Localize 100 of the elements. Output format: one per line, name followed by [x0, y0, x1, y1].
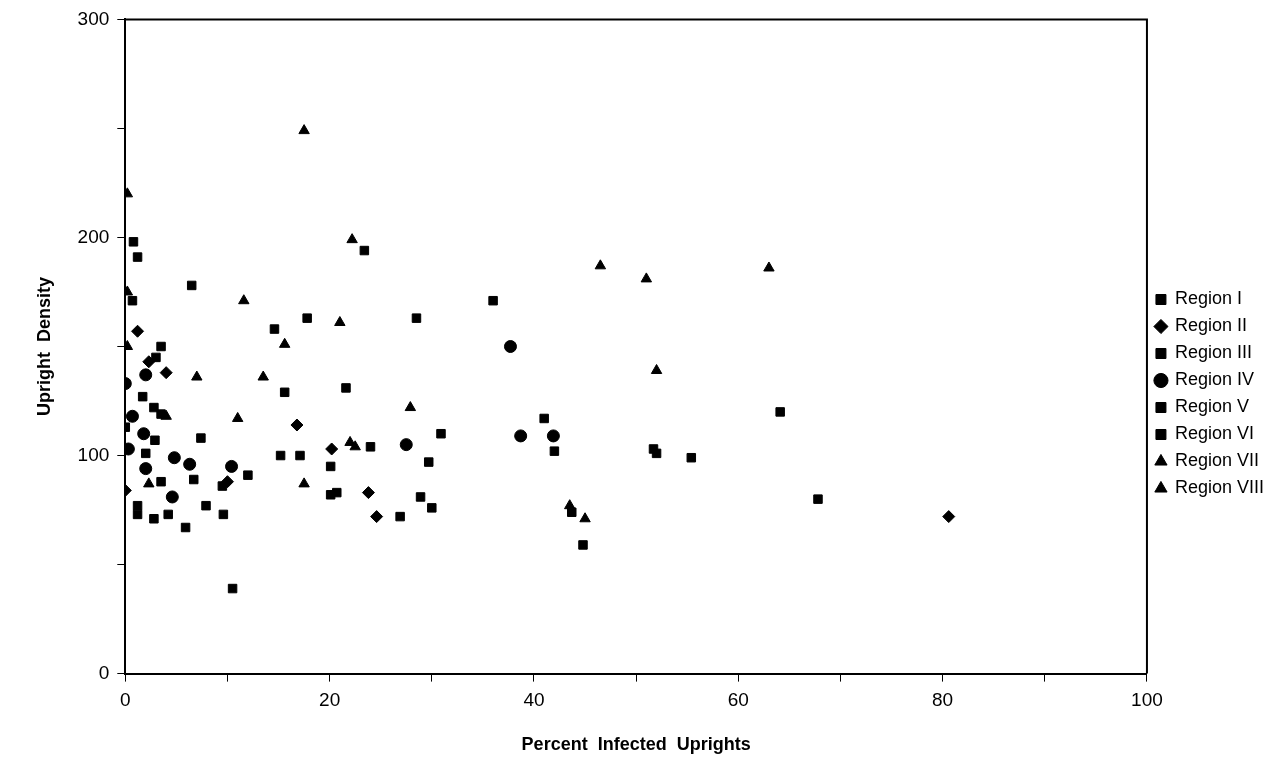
- point: [191, 370, 203, 381]
- legend-label: Region VIII: [1174, 477, 1265, 498]
- point: [415, 492, 426, 502]
- point: [137, 391, 148, 402]
- point: [156, 341, 166, 352]
- legend-label: Region III: [1174, 342, 1252, 363]
- point: [648, 444, 659, 454]
- point: [399, 438, 413, 452]
- y-tick-label: 300: [77, 7, 110, 29]
- point: [279, 387, 290, 398]
- x-tick-label: 60: [727, 689, 749, 711]
- legend-label: Region VI: [1174, 423, 1255, 444]
- point: [139, 462, 153, 476]
- point: [269, 324, 280, 334]
- point: [332, 487, 342, 498]
- point: [813, 494, 823, 504]
- legend-label: Region VII: [1174, 450, 1260, 471]
- point: [220, 475, 234, 489]
- point: [183, 457, 197, 471]
- legend-label: Region IV: [1174, 369, 1255, 390]
- point: [127, 295, 138, 306]
- point: [650, 363, 663, 374]
- point: [140, 448, 151, 459]
- point: [275, 450, 286, 461]
- point: [238, 294, 250, 305]
- point: [132, 509, 143, 520]
- point: [189, 474, 199, 485]
- point: [686, 452, 697, 463]
- point: [514, 429, 528, 443]
- point: [298, 124, 310, 135]
- point: [163, 509, 173, 520]
- point: [411, 313, 422, 323]
- point: [302, 313, 312, 323]
- point: [395, 511, 405, 522]
- point: [180, 522, 191, 533]
- point: [167, 451, 181, 465]
- point: [365, 442, 376, 452]
- point: [539, 413, 549, 424]
- point: [156, 476, 166, 487]
- point: [149, 514, 159, 524]
- point: [349, 440, 361, 451]
- x-tick-label: 0: [120, 689, 131, 711]
- point: [346, 233, 358, 244]
- point: [186, 280, 197, 291]
- point: [225, 459, 239, 473]
- point: [404, 401, 417, 412]
- legend-label: Region II: [1174, 315, 1247, 336]
- point: [142, 355, 156, 369]
- y-tick-label: 100: [77, 443, 110, 465]
- point: [151, 352, 161, 363]
- point: [370, 510, 384, 524]
- y-axis-title: Upright Density: [33, 276, 54, 417]
- point: [594, 259, 607, 270]
- x-tick-label: 80: [932, 689, 954, 711]
- point: [763, 261, 775, 272]
- point: [139, 368, 153, 382]
- point: [295, 450, 305, 461]
- point: [196, 433, 206, 443]
- point: [227, 583, 238, 594]
- point: [257, 370, 269, 381]
- point: [579, 512, 591, 523]
- point: [201, 500, 211, 511]
- point: [361, 486, 375, 500]
- y-tick-label: 0: [98, 661, 110, 683]
- point: [125, 409, 139, 423]
- point: [159, 366, 173, 380]
- point: [942, 510, 956, 524]
- point: [325, 461, 336, 472]
- point: [341, 383, 351, 393]
- point: [546, 429, 560, 443]
- x-tick-label: 100: [1131, 689, 1163, 711]
- point: [427, 503, 437, 513]
- point: [359, 245, 370, 256]
- point: [132, 500, 143, 511]
- point: [231, 411, 244, 422]
- point: [131, 324, 145, 338]
- point: [503, 340, 517, 353]
- point: [578, 540, 588, 550]
- point: [150, 435, 160, 446]
- point: [143, 477, 155, 488]
- point: [218, 509, 229, 520]
- legend-label: Region V: [1174, 396, 1250, 417]
- point: [290, 418, 304, 432]
- point: [278, 337, 291, 348]
- x-tick-label: 40: [523, 689, 545, 711]
- point: [298, 477, 310, 488]
- x-tick-label: 20: [319, 689, 341, 711]
- point: [132, 252, 143, 262]
- point: [549, 446, 560, 456]
- x-axis-title: Percent Infected Uprights: [521, 734, 751, 755]
- point: [128, 237, 139, 247]
- point: [488, 295, 498, 306]
- point: [243, 470, 253, 480]
- legend-label: Region I: [1174, 288, 1242, 309]
- point: [775, 407, 785, 417]
- point: [325, 442, 339, 456]
- point: [640, 272, 653, 283]
- point: [567, 507, 577, 517]
- point: [165, 490, 179, 504]
- point: [436, 428, 446, 439]
